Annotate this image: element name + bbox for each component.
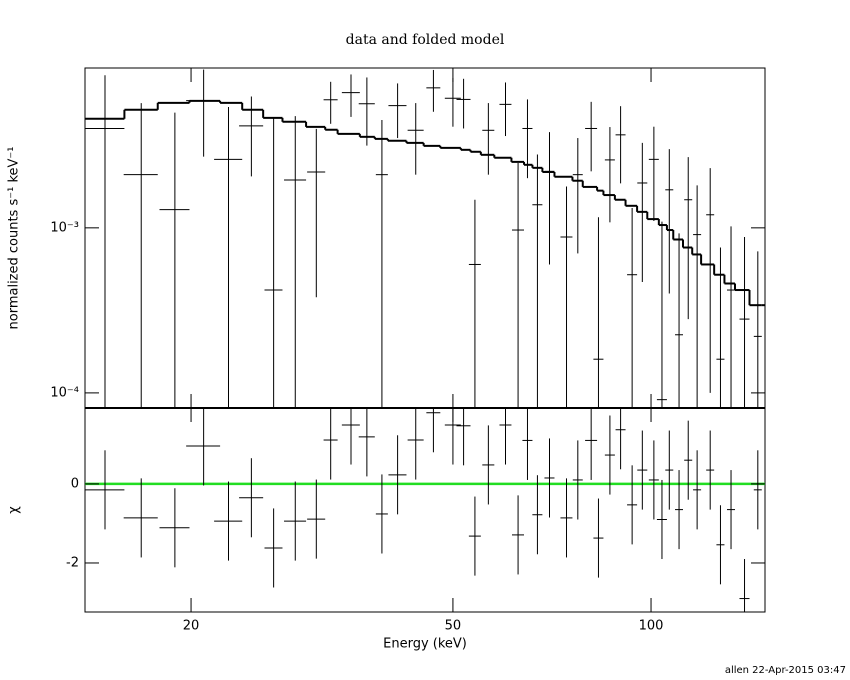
y-tick-label: 10⁻³ <box>50 220 79 235</box>
y-tick-label: 0 <box>71 476 79 491</box>
y-axis-label: χ <box>7 506 22 514</box>
y-axis-label: normalized counts s⁻¹ keV⁻¹ <box>7 147 22 330</box>
chart-title: data and folded model <box>346 32 505 48</box>
y-tick-label: 10⁻⁴ <box>50 385 79 400</box>
y-tick-label: -2 <box>66 555 79 570</box>
x-axis-label: Energy (keV) <box>383 637 467 652</box>
footer: allen 22-Apr-2015 03:47 <box>725 665 846 676</box>
x-tick-label: 100 <box>639 619 664 634</box>
x-tick-label: 20 <box>183 619 200 634</box>
plot-area <box>85 69 765 408</box>
frame <box>84 67 766 613</box>
plot-area <box>85 408 765 612</box>
x-tick-label: 50 <box>445 619 462 634</box>
